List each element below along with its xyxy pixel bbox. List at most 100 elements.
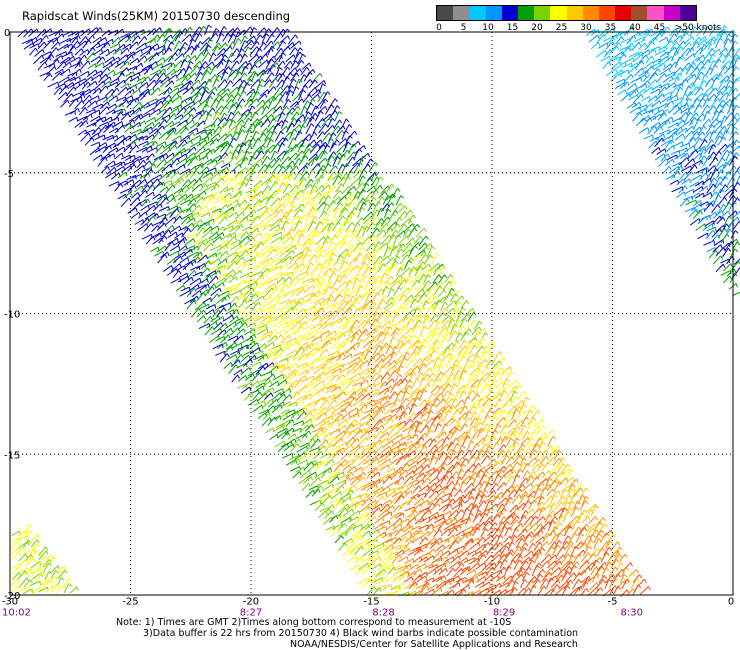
- wind-barb: [215, 97, 225, 109]
- wind-barb: [179, 42, 188, 51]
- wind-barb: [221, 66, 232, 75]
- wind-barb: [390, 406, 403, 413]
- wind-barb: [194, 146, 206, 155]
- wind-barb: [284, 111, 293, 121]
- wind-barb: [415, 313, 423, 324]
- time-label: 10:02: [2, 607, 31, 618]
- wind-barb: [364, 543, 376, 552]
- scale-swatch: [663, 6, 680, 20]
- wind-barb: [427, 245, 436, 257]
- wind-barb: [223, 151, 234, 159]
- wind-barb: [327, 117, 336, 128]
- wind-barb: [454, 545, 465, 551]
- wind-barb: [372, 533, 384, 543]
- wind-barb: [301, 183, 313, 193]
- wind-barb: [512, 474, 521, 485]
- wind-barb: [463, 396, 471, 406]
- wind-barb: [252, 158, 263, 167]
- wind-barb: [186, 233, 198, 239]
- wind-barb: [330, 529, 340, 536]
- wind-barb: [245, 123, 256, 133]
- wind-barb: [509, 572, 520, 583]
- wind-barb: [466, 454, 476, 465]
- wind-barb: [312, 124, 321, 134]
- wind-barb: [285, 54, 296, 63]
- wind-barb: [133, 185, 144, 193]
- wind-barb: [643, 134, 654, 140]
- wind-barb: [407, 214, 417, 225]
- wind-barb: [134, 113, 144, 122]
- wind-barb: [345, 221, 355, 232]
- wind-barb: [338, 220, 349, 231]
- wind-barb: [292, 420, 304, 426]
- wind-barb: [158, 217, 168, 225]
- wind-barb: [300, 66, 310, 76]
- wind-barb: [108, 147, 119, 154]
- wind-barb: [192, 178, 203, 186]
- wind-barb: [460, 331, 469, 342]
- wind-barb: [683, 85, 692, 95]
- wind-barb: [204, 24, 212, 36]
- wind-barb: [323, 281, 333, 292]
- wind-barb: [79, 120, 89, 128]
- wind-barb: [180, 286, 191, 292]
- wind-barb: [493, 351, 503, 363]
- wind-barb: [519, 477, 529, 487]
- wind-barb: [90, 141, 101, 147]
- wind-barb: [261, 150, 271, 160]
- wind-barb: [69, 81, 81, 89]
- wind-barb: [348, 195, 359, 205]
- wind-barb: [135, 105, 146, 115]
- wind-barb: [346, 555, 358, 563]
- wind-barb: [404, 558, 415, 564]
- wind-barb: [183, 45, 195, 55]
- wind-barb: [349, 564, 360, 571]
- wind-barb: [127, 133, 138, 141]
- wind-barb: [129, 137, 141, 146]
- wind-barb: [246, 209, 257, 218]
- x-tick-label: -25: [122, 596, 138, 607]
- wind-barb: [354, 376, 365, 382]
- wind-barb: [349, 229, 359, 238]
- wind-barb: [726, 103, 736, 114]
- wind-barb: [138, 36, 148, 45]
- wind-barb: [217, 117, 228, 127]
- wind-barb: [161, 94, 172, 103]
- wind-barb: [342, 141, 352, 153]
- wind-barb: [676, 191, 686, 199]
- wind-barb: [250, 202, 262, 212]
- wind-barb: [443, 523, 456, 531]
- wind-barb: [219, 105, 229, 116]
- wind-barb: [184, 26, 193, 37]
- wind-barb: [327, 272, 337, 283]
- wind-barb: [146, 79, 157, 89]
- scale-label: 35: [604, 23, 617, 33]
- wind-barb: [118, 35, 130, 44]
- wind-barb: [117, 171, 128, 179]
- wind-barb: [50, 41, 61, 50]
- wind-barb: [398, 205, 408, 213]
- wind-barb: [246, 322, 256, 329]
- wind-barb: [236, 48, 245, 58]
- wind-barb: [385, 345, 394, 355]
- wind-barb: [204, 113, 213, 123]
- wind-barb: [258, 114, 269, 122]
- wind-barb: [164, 193, 175, 201]
- wind-barb: [313, 420, 326, 427]
- wind-barb: [327, 151, 337, 161]
- wind-barb: [322, 91, 331, 101]
- wind-barb: [352, 222, 361, 233]
- wind-barb: [456, 449, 465, 459]
- wind-barb: [232, 104, 243, 115]
- wind-barb: [156, 222, 167, 231]
- wind-barb: [315, 445, 327, 455]
- scale-label: 15: [506, 23, 519, 33]
- wind-barb: [91, 127, 102, 136]
- wind-barb: [108, 60, 119, 69]
- wind-barb: [168, 107, 180, 115]
- wind-barb: [227, 155, 238, 166]
- wind-barb: [270, 143, 281, 153]
- wind-barb: [220, 88, 231, 96]
- wind-barb: [326, 208, 336, 218]
- wind-barb: [77, 129, 88, 136]
